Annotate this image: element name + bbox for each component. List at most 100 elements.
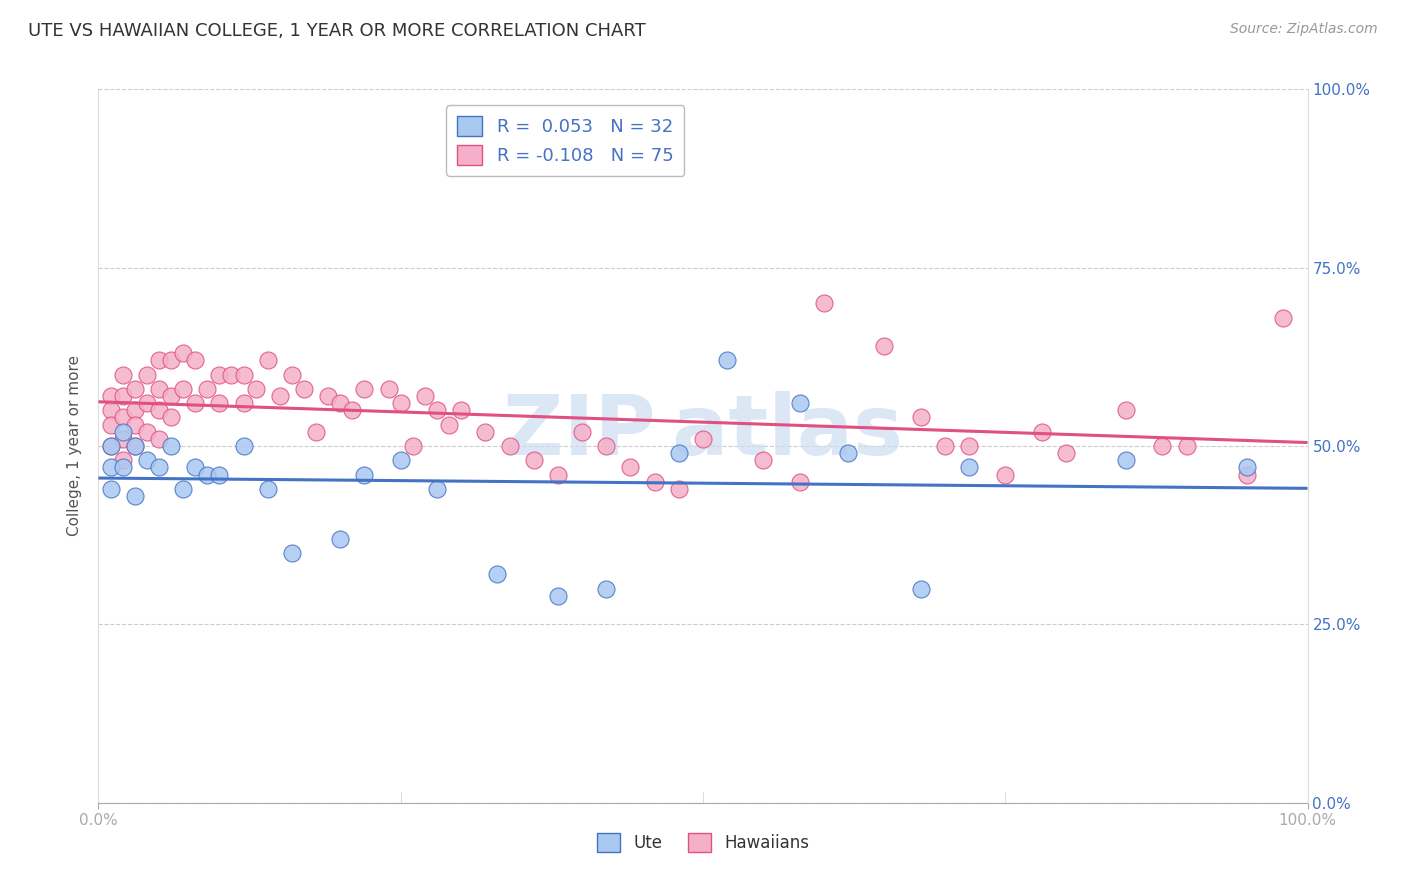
- Point: [595, 582, 617, 596]
- Point: [716, 353, 738, 368]
- Point: [172, 482, 194, 496]
- Point: [245, 382, 267, 396]
- Point: [124, 417, 146, 432]
- Point: [111, 425, 134, 439]
- Point: [232, 396, 254, 410]
- Point: [100, 439, 122, 453]
- Point: [619, 460, 641, 475]
- Point: [547, 467, 569, 482]
- Point: [148, 460, 170, 475]
- Point: [135, 368, 157, 382]
- Point: [232, 439, 254, 453]
- Point: [208, 467, 231, 482]
- Point: [160, 389, 183, 403]
- Point: [752, 453, 775, 467]
- Point: [426, 403, 449, 417]
- Point: [124, 439, 146, 453]
- Point: [232, 368, 254, 382]
- Point: [571, 425, 593, 439]
- Text: Source: ZipAtlas.com: Source: ZipAtlas.com: [1230, 22, 1378, 37]
- Point: [281, 368, 304, 382]
- Point: [184, 353, 207, 368]
- Point: [208, 368, 231, 382]
- Point: [1115, 403, 1137, 417]
- Point: [111, 389, 134, 403]
- Legend: Ute, Hawaiians: Ute, Hawaiians: [591, 827, 815, 859]
- Point: [426, 482, 449, 496]
- Point: [269, 389, 291, 403]
- Point: [1031, 425, 1053, 439]
- Point: [329, 396, 352, 410]
- Point: [402, 439, 425, 453]
- Point: [148, 353, 170, 368]
- Point: [256, 482, 278, 496]
- Point: [111, 453, 134, 467]
- Point: [208, 396, 231, 410]
- Point: [100, 403, 122, 417]
- Point: [1272, 310, 1295, 325]
- Point: [994, 467, 1017, 482]
- Point: [281, 546, 304, 560]
- Point: [221, 368, 243, 382]
- Point: [124, 439, 146, 453]
- Point: [195, 382, 218, 396]
- Point: [135, 425, 157, 439]
- Point: [111, 410, 134, 425]
- Point: [474, 425, 496, 439]
- Point: [184, 396, 207, 410]
- Y-axis label: College, 1 year or more: College, 1 year or more: [67, 356, 83, 536]
- Point: [389, 396, 412, 410]
- Point: [172, 382, 194, 396]
- Point: [100, 482, 122, 496]
- Point: [873, 339, 896, 353]
- Point: [100, 439, 122, 453]
- Point: [1236, 467, 1258, 482]
- Point: [934, 439, 956, 453]
- Point: [692, 432, 714, 446]
- Point: [813, 296, 835, 310]
- Point: [135, 453, 157, 467]
- Point: [111, 460, 134, 475]
- Point: [413, 389, 436, 403]
- Point: [595, 439, 617, 453]
- Point: [100, 460, 122, 475]
- Point: [498, 439, 520, 453]
- Point: [353, 382, 375, 396]
- Point: [789, 396, 811, 410]
- Point: [353, 467, 375, 482]
- Point: [437, 417, 460, 432]
- Text: UTE VS HAWAIIAN COLLEGE, 1 YEAR OR MORE CORRELATION CHART: UTE VS HAWAIIAN COLLEGE, 1 YEAR OR MORE …: [28, 22, 645, 40]
- Point: [910, 582, 932, 596]
- Point: [184, 460, 207, 475]
- Point: [957, 439, 980, 453]
- Point: [789, 475, 811, 489]
- Point: [1236, 460, 1258, 475]
- Point: [124, 382, 146, 396]
- Point: [195, 467, 218, 482]
- Point: [305, 425, 328, 439]
- Point: [148, 382, 170, 396]
- Point: [111, 432, 134, 446]
- Point: [957, 460, 980, 475]
- Point: [160, 410, 183, 425]
- Point: [160, 353, 183, 368]
- Point: [1054, 446, 1077, 460]
- Point: [1175, 439, 1198, 453]
- Point: [160, 439, 183, 453]
- Point: [256, 353, 278, 368]
- Point: [668, 446, 690, 460]
- Point: [292, 382, 315, 396]
- Point: [837, 446, 859, 460]
- Point: [910, 410, 932, 425]
- Point: [148, 403, 170, 417]
- Text: ZIP atlas: ZIP atlas: [503, 392, 903, 472]
- Point: [100, 417, 122, 432]
- Point: [450, 403, 472, 417]
- Point: [316, 389, 339, 403]
- Point: [100, 389, 122, 403]
- Point: [329, 532, 352, 546]
- Point: [342, 403, 364, 417]
- Point: [547, 589, 569, 603]
- Point: [1115, 453, 1137, 467]
- Point: [111, 368, 134, 382]
